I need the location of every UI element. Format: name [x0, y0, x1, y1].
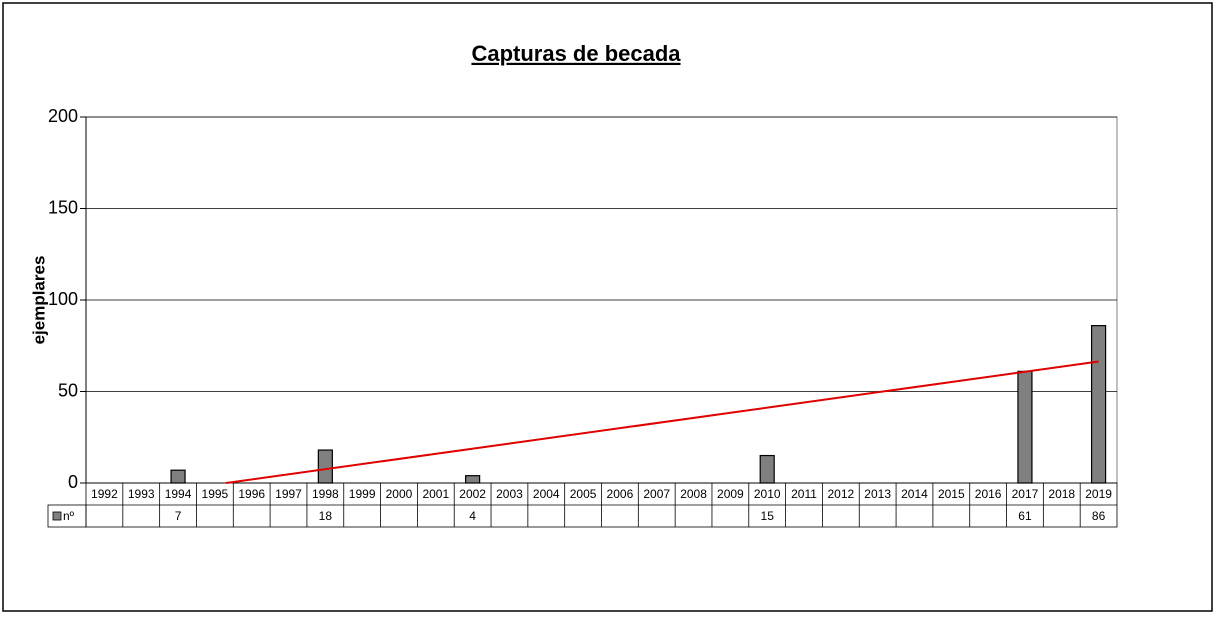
- x-tick-label: 2018: [1048, 487, 1075, 501]
- data-table-value: 4: [469, 509, 476, 523]
- x-tick-label: 1999: [349, 487, 376, 501]
- y-tick-label: 0: [68, 472, 78, 492]
- trendline: [226, 360, 1099, 484]
- bar: [759, 454, 775, 484]
- x-tick-label: 2013: [864, 487, 891, 501]
- x-tick-label: 2008: [680, 487, 707, 501]
- x-tick-label: 1992: [91, 487, 118, 501]
- y-tick-label: 200: [48, 106, 78, 126]
- x-tick-label: 2019: [1085, 487, 1112, 501]
- data-table-header: [47, 504, 87, 528]
- x-tick-label: 2010: [754, 487, 781, 501]
- data-table-value: 86: [1092, 509, 1106, 523]
- bar: [1017, 370, 1033, 484]
- bar: [317, 449, 333, 484]
- x-tick-label: 2009: [717, 487, 744, 501]
- data-table-value: 15: [761, 509, 775, 523]
- x-tick-label: 2014: [901, 487, 928, 501]
- x-tick-label: 2012: [827, 487, 854, 501]
- y-tick-label: 150: [48, 197, 78, 217]
- data-table-value: 18: [319, 509, 333, 523]
- bar: [465, 475, 481, 484]
- x-tick-label: 2007: [643, 487, 670, 501]
- x-tick-label: 2002: [459, 487, 486, 501]
- x-tick-label: 2004: [533, 487, 560, 501]
- x-tick-label: 2001: [422, 487, 449, 501]
- legend-label: nº: [63, 509, 75, 523]
- x-tick-label: 2005: [570, 487, 597, 501]
- x-tick-label: 1998: [312, 487, 339, 501]
- y-axis-label: ejemplares: [29, 256, 48, 345]
- data-table-value: 61: [1018, 509, 1032, 523]
- chart-title: Capturas de becada: [471, 41, 681, 66]
- x-tick-label: 2017: [1012, 487, 1039, 501]
- x-tick-label: 1997: [275, 487, 302, 501]
- y-tick-label: 100: [48, 289, 78, 309]
- x-tick-label: 1996: [238, 487, 265, 501]
- bar: [170, 469, 186, 484]
- x-tick-label: 2015: [938, 487, 965, 501]
- x-tick-label: 2003: [496, 487, 523, 501]
- x-tick-label: 2016: [975, 487, 1002, 501]
- bar: [1090, 325, 1107, 484]
- x-tick-label: 1993: [128, 487, 155, 501]
- data-table-value: 7: [175, 509, 182, 523]
- x-tick-label: 2006: [607, 487, 634, 501]
- x-tick-label: 2000: [386, 487, 413, 501]
- x-tick-label: 1995: [202, 487, 229, 501]
- legend-swatch: [52, 511, 62, 521]
- x-tick-label: 2011: [791, 487, 817, 501]
- x-tick-label: 1994: [165, 487, 192, 501]
- y-tick-label: 50: [58, 380, 78, 400]
